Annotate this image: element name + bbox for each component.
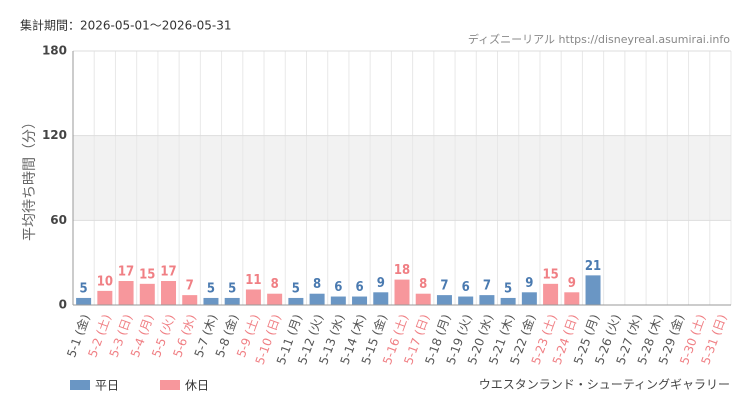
- bar: [543, 283, 559, 305]
- value-label: 8: [419, 277, 427, 292]
- value-label: 18: [394, 263, 410, 278]
- bar: [139, 283, 155, 305]
- legend-swatch: [70, 380, 90, 390]
- y-tick-label: 60: [50, 213, 67, 227]
- bar: [182, 295, 198, 305]
- y-tick-label: 0: [59, 298, 67, 312]
- value-label: 7: [186, 279, 194, 294]
- value-label: 17: [118, 265, 134, 280]
- y-axis-label: 平均待ち時間（分）: [22, 115, 38, 241]
- bar: [245, 289, 261, 305]
- bar: [479, 295, 495, 305]
- bar: [309, 293, 325, 305]
- value-label: 7: [440, 279, 448, 294]
- period: 集計期間：2026-05-01〜2026-05-31: [20, 18, 231, 33]
- value-label: 11: [245, 273, 261, 288]
- bar: [585, 275, 601, 305]
- value-label: 9: [525, 276, 533, 291]
- bar: [330, 296, 346, 305]
- value-label: 9: [377, 276, 385, 291]
- legend-label: 休日: [185, 379, 209, 393]
- bar: [267, 293, 283, 305]
- y-tick-label: 120: [42, 128, 67, 142]
- value-label: 10: [97, 274, 113, 289]
- attraction-name: ウエスタンランド・シューティングギャラリー: [479, 378, 730, 392]
- bar: [352, 296, 368, 305]
- value-label: 9: [568, 276, 576, 291]
- value-label: 7: [483, 279, 491, 294]
- plot-band: [73, 135, 731, 221]
- bar: [161, 281, 177, 305]
- bar: [458, 296, 474, 305]
- bar: [521, 292, 537, 305]
- bar: [118, 281, 134, 305]
- legend-label: 平日: [95, 379, 119, 393]
- value-label: 5: [292, 281, 300, 296]
- value-label: 5: [80, 281, 88, 296]
- bar: [288, 297, 304, 305]
- value-label: 6: [462, 280, 470, 295]
- bar: [500, 297, 516, 305]
- bar: [564, 292, 580, 305]
- value-label: 15: [542, 267, 558, 282]
- bar: [394, 279, 410, 305]
- value-label: 6: [334, 280, 342, 295]
- legend-swatch: [160, 380, 180, 390]
- value-label: 5: [207, 281, 215, 296]
- value-label: 8: [271, 277, 279, 292]
- y-tick-label: 180: [42, 44, 67, 58]
- value-label: 21: [585, 259, 601, 274]
- source: ディズニーリアル https://disneyreal.asumirai.inf…: [468, 32, 730, 46]
- bar: [224, 297, 240, 305]
- bar: [97, 290, 113, 305]
- value-label: 6: [355, 280, 363, 295]
- value-label: 8: [313, 277, 321, 292]
- bar: [76, 297, 92, 305]
- value-label: 5: [228, 281, 236, 296]
- value-label: 15: [139, 267, 155, 282]
- bar: [415, 293, 431, 305]
- value-label: 17: [160, 265, 176, 280]
- bar: [203, 297, 219, 305]
- bar: [373, 292, 389, 305]
- value-label: 5: [504, 281, 512, 296]
- bar: [436, 295, 452, 305]
